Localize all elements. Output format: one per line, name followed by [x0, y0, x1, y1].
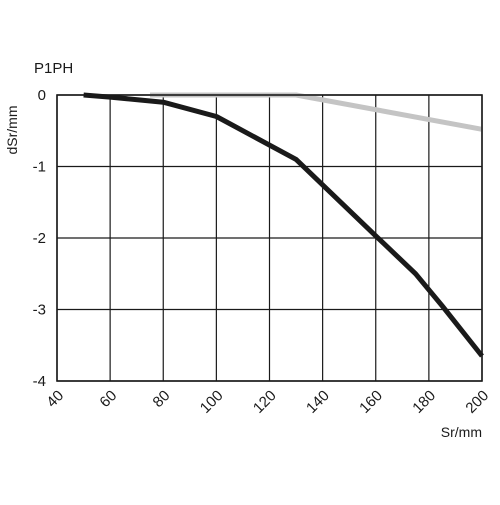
x-axis-label: Sr/mm	[441, 424, 482, 440]
x-tick-label: 160	[356, 387, 386, 417]
plot-frame	[56, 94, 483, 382]
y-tick-label: -2	[33, 230, 46, 247]
chart-title: P1PH	[34, 60, 73, 77]
grid	[56, 94, 483, 382]
x-tick-label: 60	[96, 387, 120, 411]
y-tick-label: 0	[38, 87, 46, 104]
x-tick-label: 200	[462, 387, 492, 417]
x-tick-label: 40	[43, 387, 67, 411]
x-tick-label: 80	[150, 387, 174, 411]
plot-border	[56, 94, 483, 382]
x-tick-label: 120	[250, 387, 280, 417]
x-tick-label: 180	[409, 387, 439, 417]
y-tick-label: -1	[33, 159, 46, 176]
x-tick-label: 140	[303, 387, 333, 417]
x-tick-label: 100	[197, 387, 227, 417]
series-line-2	[83, 92, 484, 358]
y-tick-label: -4	[33, 373, 46, 390]
series-layer	[83, 92, 484, 358]
y-axis-label: dSr/mm	[4, 106, 20, 155]
tick-labels: 0 -1 -2 -3 -440 60 80 100 120 140 160 180 200	[33, 87, 493, 417]
y-tick-label: -3	[33, 302, 46, 319]
